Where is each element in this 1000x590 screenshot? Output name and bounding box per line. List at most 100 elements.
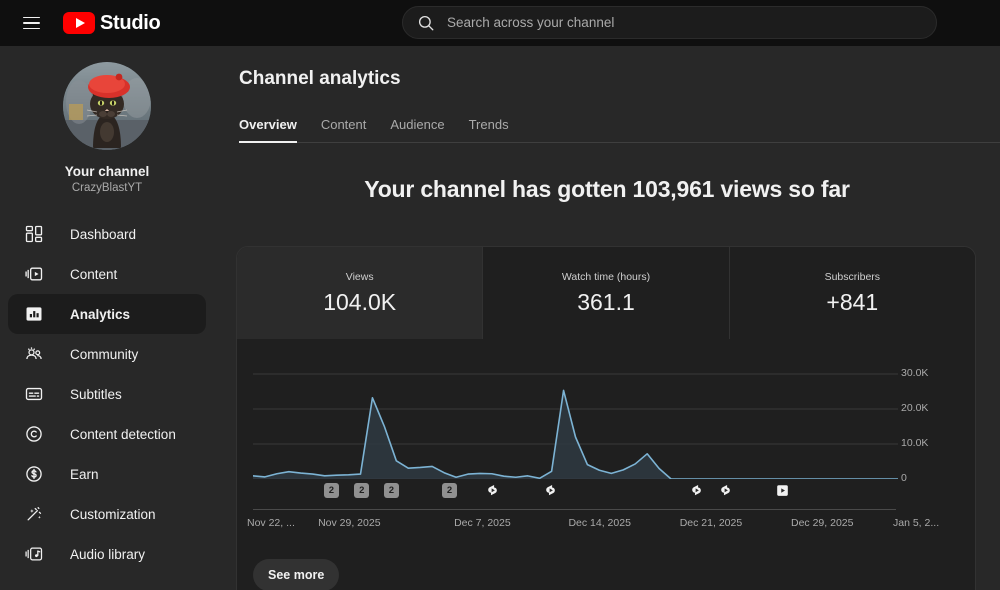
- sidebar-item-content[interactable]: Content: [8, 254, 206, 294]
- sidebar-nav: Dashboard Content Analyti: [0, 214, 214, 574]
- search-placeholder: Search across your channel: [447, 15, 615, 30]
- channel-block: Your channel CrazyBlastYT: [0, 46, 214, 194]
- sidebar-item-earn[interactable]: Earn: [8, 454, 206, 494]
- metric-subscribers[interactable]: Subscribers +841: [729, 247, 975, 339]
- metric-tabs: Views 104.0K Watch time (hours) 361.1 Su…: [237, 247, 975, 339]
- analytics-tabs: Overview Content Audience Trends: [239, 110, 1000, 143]
- content-video-stack-icon: [22, 262, 46, 286]
- sidebar-item-content-detection[interactable]: Content detection: [8, 414, 206, 454]
- earn-dollar-circle-icon: [22, 462, 46, 486]
- shorts-icon: [543, 483, 558, 498]
- sidebar-item-audio-library[interactable]: Audio library: [8, 534, 206, 574]
- x-axis-tick-label: Dec 7, 2025: [454, 517, 511, 529]
- x-axis-tick-label: Dec 14, 2025: [568, 517, 631, 529]
- x-axis-tick-label: Dec 29, 2025: [791, 517, 854, 529]
- chart-marker-video-count[interactable]: 2: [383, 483, 399, 498]
- tab-overview[interactable]: Overview: [239, 117, 309, 143]
- tab-trends[interactable]: Trends: [457, 117, 521, 142]
- channel-handle: CrazyBlastYT: [71, 182, 143, 194]
- chart-area-fill: [253, 390, 898, 479]
- chart-marker-video-count[interactable]: 2: [323, 483, 339, 498]
- dashboard-grid-icon: [22, 222, 46, 246]
- metric-watch-time[interactable]: Watch time (hours) 361.1: [483, 247, 730, 339]
- chart-x-axis-line: [253, 509, 896, 510]
- sidebar-item-subtitles[interactable]: Subtitles: [8, 374, 206, 414]
- sidebar-item-label: Analytics: [70, 306, 131, 322]
- y-axis-tick-label: 30.0K: [901, 367, 929, 379]
- tab-label: Content: [320, 117, 367, 132]
- main-content: Channel analytics Overview Content Audie…: [214, 46, 1000, 590]
- tab-audience[interactable]: Audience: [378, 117, 456, 142]
- chart-marker-video-count[interactable]: 2: [441, 483, 457, 498]
- copyright-c-circle-icon: [22, 422, 46, 446]
- x-axis-tick-label: Nov 22, ...: [247, 517, 295, 529]
- customization-magic-wand-icon: [22, 502, 46, 526]
- video-count-badge: 2: [441, 483, 457, 498]
- tab-content[interactable]: Content: [309, 117, 379, 142]
- sidebar-item-label: Customization: [70, 506, 156, 522]
- sidebar-item-label: Earn: [70, 466, 99, 482]
- see-more-wrap: See more: [253, 559, 340, 590]
- sidebar-item-label: Content: [70, 266, 118, 282]
- sidebar-item-label: Content detection: [70, 426, 176, 442]
- sidebar-item-analytics[interactable]: Analytics: [8, 294, 206, 334]
- views-line-chart: [253, 373, 898, 479]
- metric-value: +841: [826, 288, 879, 315]
- metric-views[interactable]: Views 104.0K: [237, 247, 484, 339]
- see-more-button[interactable]: See more: [253, 559, 340, 590]
- headline: Your channel has gotten 103,961 views so…: [364, 176, 850, 202]
- sidebar-item-customization[interactable]: Customization: [8, 494, 206, 534]
- sidebar-item-label: Subtitles: [70, 386, 122, 402]
- sidebar-item-dashboard[interactable]: Dashboard: [8, 214, 206, 254]
- youtube-play-logo-icon: [63, 12, 95, 34]
- tab-label: Overview: [239, 117, 297, 132]
- chart-marker-video-count[interactable]: 2: [354, 483, 370, 498]
- metric-label: Views: [345, 270, 374, 283]
- video-icon: [775, 483, 790, 498]
- chart-marker-shorts[interactable]: [718, 483, 733, 498]
- audio-library-music-note-icon: [22, 542, 46, 566]
- sidebar-item-label: Dashboard: [70, 226, 137, 242]
- video-count-badge: 2: [354, 483, 370, 498]
- chart-y-axis: 0 10.0K 20.0K 30.0K: [901, 367, 961, 484]
- shorts-icon: [689, 483, 704, 498]
- top-bar: Studio Search across your channel: [0, 0, 1000, 46]
- tab-label: Trends: [468, 117, 509, 132]
- x-axis-tick-label: Jan 5, 2...: [893, 517, 940, 529]
- search-input[interactable]: Search across your channel: [402, 6, 937, 39]
- sidebar: Your channel CrazyBlastYT Dashboard Cont…: [0, 46, 214, 590]
- video-count-badge: 2: [323, 483, 339, 498]
- tab-label: Audience: [390, 117, 445, 132]
- video-count-badge: 2: [383, 483, 399, 498]
- hamburger-menu-icon[interactable]: [11, 3, 51, 43]
- chart-line: [253, 389, 898, 479]
- shorts-icon: [485, 483, 500, 498]
- overview-card: Views 104.0K Watch time (hours) 361.1 Su…: [236, 246, 976, 590]
- y-axis-tick-label: 10.0K: [901, 437, 929, 449]
- brand-label: Studio: [100, 11, 161, 34]
- y-axis-tick-label: 0: [901, 472, 907, 484]
- chart-x-axis: Nov 22, ... Nov 29, 2025 Dec 7, 2025 Dec 14…: [247, 517, 939, 533]
- sidebar-item-community[interactable]: Community: [8, 334, 206, 374]
- metric-value: 361.1: [577, 288, 635, 315]
- search-bar[interactable]: Search across your channel: [402, 6, 937, 39]
- subtitles-caption-icon: [22, 382, 46, 406]
- search-icon: [417, 14, 435, 32]
- studio-brand[interactable]: Studio: [63, 11, 161, 35]
- metric-value: 104.0K: [323, 288, 397, 315]
- chart-marker-video[interactable]: [775, 483, 790, 498]
- x-axis-tick-label: Dec 21, 2025: [679, 517, 743, 529]
- avatar[interactable]: [63, 62, 151, 150]
- chart-marker-shorts[interactable]: [689, 483, 704, 498]
- y-axis-tick-label: 20.0K: [901, 402, 929, 414]
- sidebar-item-label: Community: [70, 346, 139, 362]
- chart-marker-shorts[interactable]: [485, 483, 500, 498]
- channel-avatar-cat-in-red-beret: [63, 62, 151, 150]
- community-people-icon: [22, 342, 46, 366]
- shorts-icon: [718, 483, 733, 498]
- chart-marker-shorts[interactable]: [543, 483, 558, 498]
- analytics-bar-chart-icon: [22, 302, 46, 326]
- channel-title: Your channel: [64, 164, 150, 179]
